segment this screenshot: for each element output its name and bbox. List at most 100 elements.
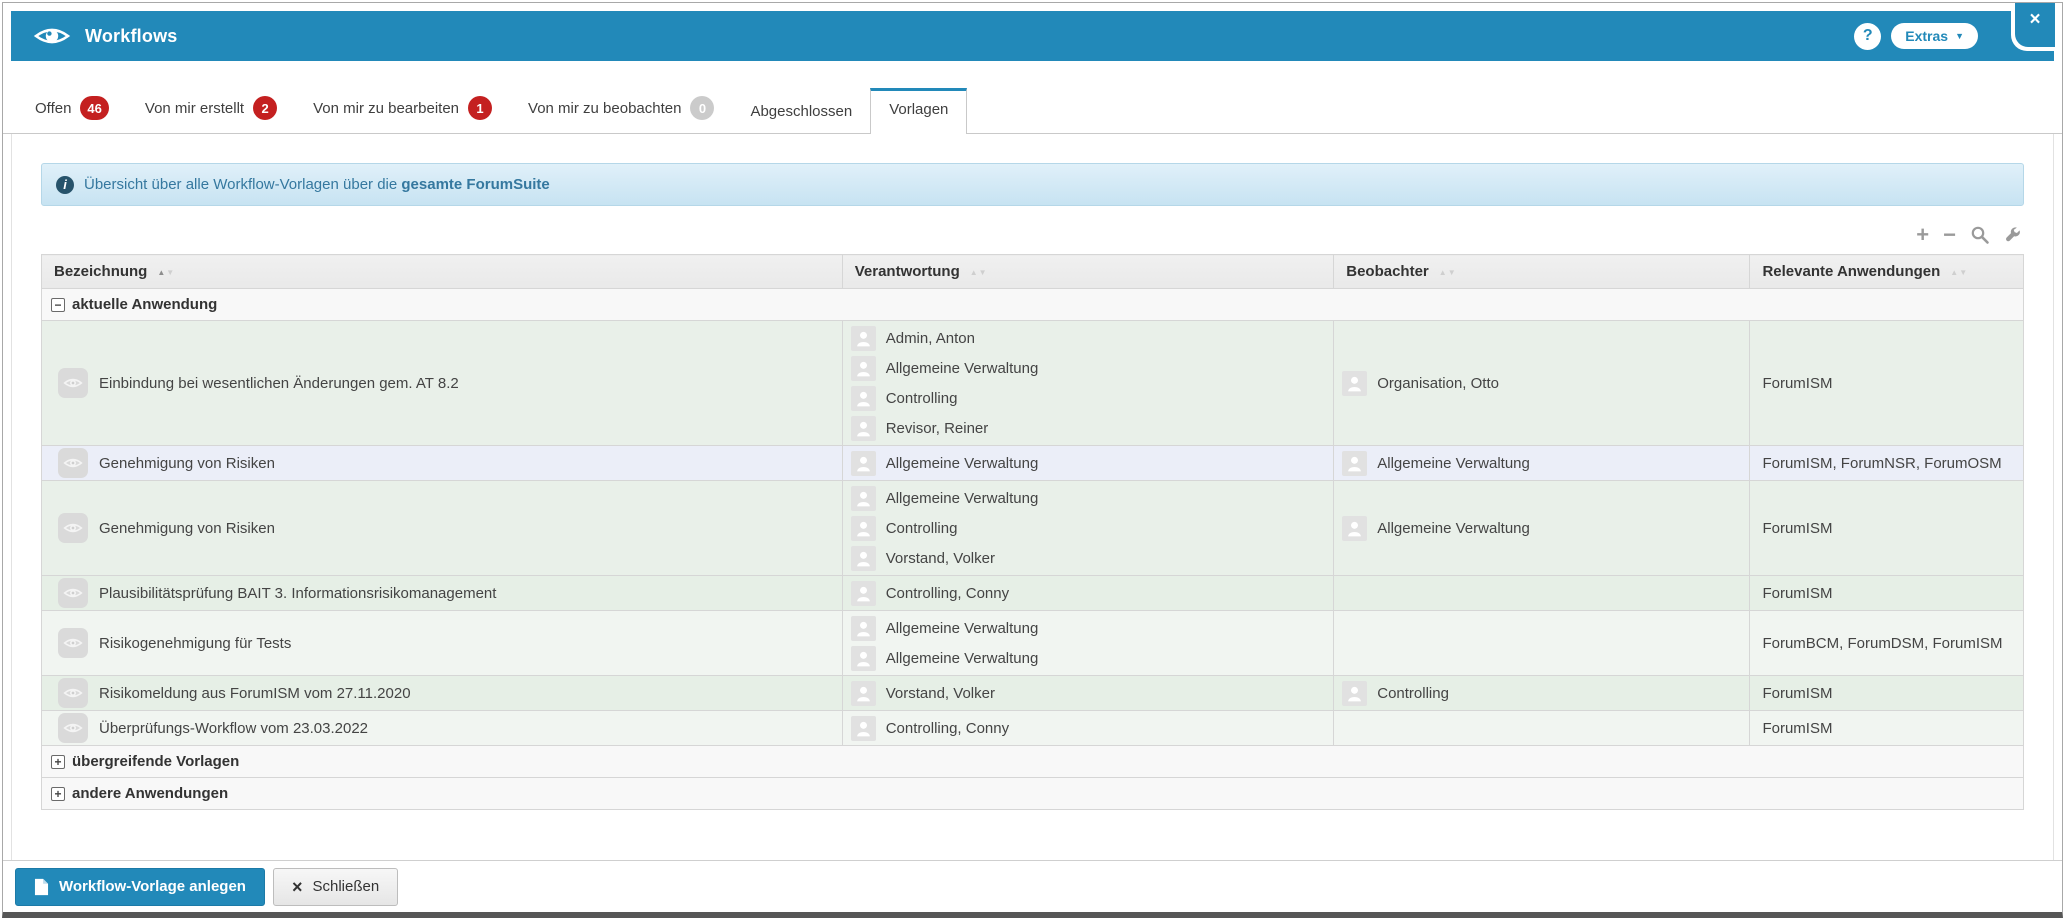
responsible-entry: Revisor, Reiner bbox=[850, 413, 1326, 443]
responsible-entry: Allgemeine Verwaltung bbox=[850, 613, 1326, 643]
group-row-aktuelle-anwendung[interactable]: − aktuelle Anwendung bbox=[41, 288, 2024, 321]
person-name: Controlling bbox=[885, 389, 958, 407]
info-text-normal: Übersicht über alle Workflow-Vorlagen üb… bbox=[84, 176, 402, 193]
person-icon bbox=[850, 545, 876, 571]
person-name: Vorstand, Volker bbox=[885, 684, 995, 702]
sort-asc-icon[interactable]: ▲ bbox=[1438, 268, 1448, 277]
extras-label: Extras bbox=[1905, 28, 1949, 44]
help-button[interactable]: ? bbox=[1854, 22, 1882, 50]
titlebar: Workflows ? Extras ▼ bbox=[11, 11, 2054, 61]
close-dialog-button[interactable]: × Schließen bbox=[272, 867, 399, 906]
observer-entry: Allgemeine Verwaltung bbox=[1342, 448, 1741, 478]
close-icon: × bbox=[2029, 9, 2041, 30]
table-row[interactable]: Plausibilitätsprüfung BAIT 3. Informatio… bbox=[41, 575, 2024, 611]
extras-button[interactable]: Extras ▼ bbox=[1891, 23, 1978, 49]
table-row[interactable]: Genehmigung von Risiken Allgemeine Verwa… bbox=[41, 445, 2024, 481]
person-name: Allgemeine Verwaltung bbox=[1377, 519, 1530, 537]
person-name: Allgemeine Verwaltung bbox=[885, 454, 1039, 472]
relevant-apps: ForumISM bbox=[1749, 320, 2024, 446]
group-row-andere-anwendungen[interactable]: + andere Anwendungen bbox=[41, 777, 2024, 810]
sort-desc-icon[interactable]: ▼ bbox=[1447, 268, 1457, 277]
column-header-verantwortung[interactable]: Verantwortung ▲▼ bbox=[841, 254, 1335, 289]
sort-desc-icon[interactable]: ▼ bbox=[1959, 268, 1969, 277]
expand-all-icon[interactable]: + bbox=[1916, 222, 1930, 247]
group-row-uebergreifende-vorlagen[interactable]: + übergreifende Vorlagen bbox=[41, 745, 2024, 778]
person-icon bbox=[850, 645, 876, 671]
observer-entry: Controlling bbox=[1342, 678, 1741, 708]
sort-asc-icon[interactable]: ▲ bbox=[157, 268, 167, 277]
person-icon bbox=[850, 450, 876, 476]
sort-asc-icon[interactable]: ▲ bbox=[969, 268, 979, 277]
sort-desc-icon[interactable]: ▼ bbox=[978, 268, 988, 277]
column-header-beobachter[interactable]: Beobachter ▲▼ bbox=[1333, 254, 1751, 289]
tab-von-mir-zu-bearbeiten[interactable]: Von mir zu bearbeiten 1 bbox=[295, 84, 510, 133]
info-banner-text: Übersicht über alle Workflow-Vorlagen üb… bbox=[84, 176, 550, 193]
info-text-bold: gesamte ForumSuite bbox=[401, 176, 550, 193]
group-label: übergreifende Vorlagen bbox=[72, 753, 240, 770]
person-icon bbox=[1342, 370, 1368, 396]
tab-von-mir-erstellt[interactable]: Von mir erstellt 2 bbox=[127, 84, 295, 133]
create-template-button[interactable]: Workflow-Vorlage anlegen bbox=[15, 867, 265, 906]
column-label: Relevante Anwendungen bbox=[1762, 263, 1941, 280]
tabbar: Offen 46 Von mir erstellt 2 Von mir zu b… bbox=[3, 84, 2062, 134]
vorlagen-panel: i Übersicht über alle Workflow-Vorlagen … bbox=[11, 134, 2054, 860]
column-label: Bezeichnung bbox=[54, 263, 148, 280]
tab-label: Von mir erstellt bbox=[144, 99, 245, 117]
sort-desc-icon[interactable]: ▼ bbox=[166, 268, 176, 277]
count-badge: 0 bbox=[690, 96, 715, 120]
search-icon[interactable] bbox=[1970, 225, 1990, 245]
person-icon bbox=[1342, 680, 1368, 706]
column-label: Beobachter bbox=[1346, 263, 1429, 280]
person-icon bbox=[850, 715, 876, 741]
responsible-entry: Vorstand, Volker bbox=[850, 678, 1326, 708]
wrench-settings-icon[interactable] bbox=[2004, 225, 2024, 245]
responsible-entry: Allgemeine Verwaltung bbox=[850, 643, 1326, 673]
table-header-row: Bezeichnung ▲▼ Verantwortung ▲▼ Beobachter… bbox=[41, 254, 2024, 289]
table-row[interactable]: Überprüfungs-Workflow vom 23.03.2022 Con… bbox=[41, 710, 2024, 746]
relevant-apps: ForumBCM, ForumDSM, ForumISM bbox=[1749, 610, 2024, 676]
person-name: Controlling, Conny bbox=[885, 584, 1010, 602]
expand-icon[interactable]: + bbox=[51, 754, 65, 769]
person-name: Vorstand, Volker bbox=[885, 549, 995, 567]
observer-entry: Organisation, Otto bbox=[1342, 368, 1741, 398]
table-row[interactable]: Genehmigung von Risiken Allgemeine Verwa… bbox=[41, 480, 2024, 576]
column-label: Verantwortung bbox=[854, 263, 960, 280]
workflow-name: Risikomeldung aus ForumISM vom 27.11.202… bbox=[99, 684, 411, 702]
workflow-name: Überprüfungs-Workflow vom 23.03.2022 bbox=[99, 719, 369, 737]
tab-von-mir-zu-beobachten[interactable]: Von mir zu beobachten 0 bbox=[510, 84, 732, 133]
workflow-eye-icon bbox=[58, 628, 88, 658]
collapse-all-icon[interactable]: − bbox=[1943, 222, 1956, 247]
workflow-eye-icon bbox=[58, 713, 88, 743]
table-row[interactable]: Einbindung bei wesentlichen Änderungen g… bbox=[41, 320, 2024, 446]
close-button[interactable]: × bbox=[2015, 3, 2055, 47]
person-name: Allgemeine Verwaltung bbox=[885, 619, 1039, 637]
collapse-icon[interactable]: − bbox=[51, 297, 65, 312]
person-name: Allgemeine Verwaltung bbox=[885, 649, 1039, 667]
workflow-eye-icon bbox=[58, 448, 88, 478]
person-name: Allgemeine Verwaltung bbox=[885, 359, 1039, 377]
create-template-label: Workflow-Vorlage anlegen bbox=[59, 878, 246, 895]
person-name: Admin, Anton bbox=[885, 329, 975, 347]
sort-asc-icon[interactable]: ▲ bbox=[1950, 268, 1960, 277]
table-row[interactable]: Risikogenehmigung für Tests Allgemeine V… bbox=[41, 610, 2024, 676]
chevron-down-icon: ▼ bbox=[1955, 31, 1964, 41]
person-icon bbox=[850, 355, 876, 381]
tab-vorlagen[interactable]: Vorlagen bbox=[870, 88, 968, 134]
responsible-entry: Admin, Anton bbox=[850, 323, 1326, 353]
person-name: Controlling bbox=[885, 519, 958, 537]
count-badge: 46 bbox=[80, 96, 109, 120]
column-header-bezeichnung[interactable]: Bezeichnung ▲▼ bbox=[41, 254, 843, 289]
table-row[interactable]: Risikomeldung aus ForumISM vom 27.11.202… bbox=[41, 675, 2024, 711]
tab-abgeschlossen[interactable]: Abgeschlossen bbox=[732, 91, 870, 133]
person-name: Controlling bbox=[1377, 684, 1449, 702]
tab-offen[interactable]: Offen 46 bbox=[17, 84, 127, 133]
responsible-entry: Controlling, Conny bbox=[850, 578, 1326, 608]
person-name: Revisor, Reiner bbox=[885, 419, 989, 437]
person-name: Allgemeine Verwaltung bbox=[885, 489, 1039, 507]
help-label: ? bbox=[1862, 27, 1873, 44]
column-header-relevante-anwendungen[interactable]: Relevante Anwendungen ▲▼ bbox=[1749, 254, 2024, 289]
expand-icon[interactable]: + bbox=[51, 786, 65, 801]
group-label: andere Anwendungen bbox=[72, 785, 229, 802]
window-close-corner: × bbox=[2011, 3, 2055, 51]
